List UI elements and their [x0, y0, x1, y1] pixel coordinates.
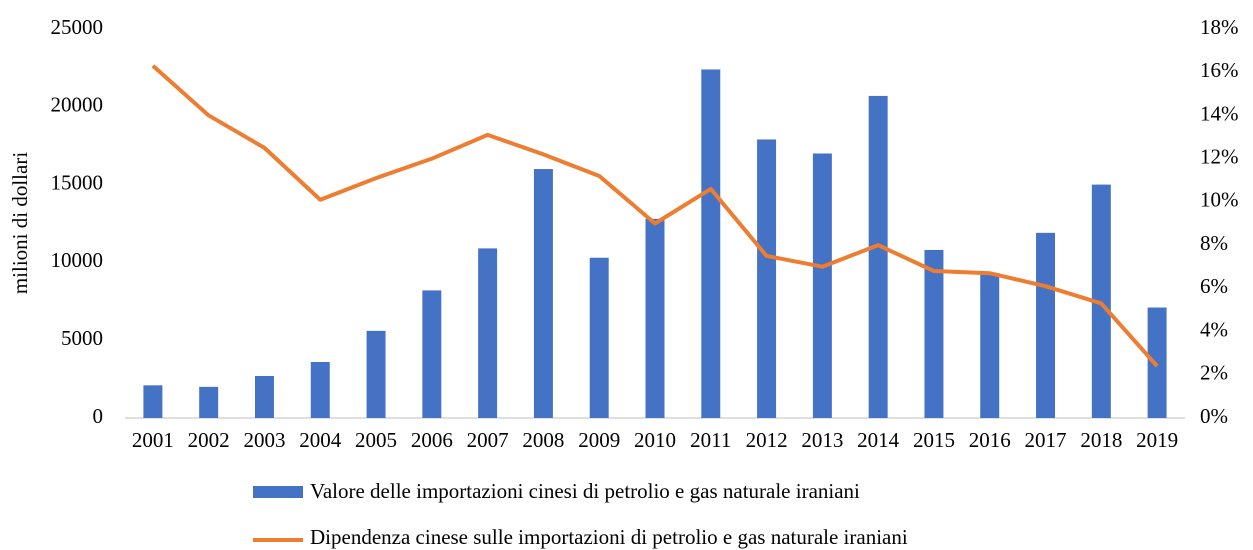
y2-tick-label: 2%	[1200, 361, 1228, 385]
bar	[589, 257, 609, 418]
x-tick-label: 2008	[522, 428, 564, 452]
x-tick-label: 2009	[578, 428, 620, 452]
line	[151, 64, 1159, 368]
x-tick-label: 2010	[634, 428, 676, 452]
x-tick-label: 2015	[913, 428, 955, 452]
bar	[1036, 232, 1056, 418]
bar	[254, 375, 274, 418]
x-tick-label: 2018	[1080, 428, 1122, 452]
legend-swatch	[253, 486, 303, 498]
legend-label: Valore delle importazioni cinesi di petr…	[310, 479, 860, 503]
y2-tick-label: 10%	[1200, 188, 1239, 212]
bar	[812, 153, 832, 419]
y-axis-label: milioni di dollari	[8, 152, 32, 294]
y-tick-label: 15000	[51, 170, 104, 194]
bar	[980, 273, 1000, 418]
y2-tick-label: 8%	[1200, 231, 1228, 255]
x-tick-label: 2011	[690, 428, 731, 452]
bar	[422, 290, 442, 418]
x-tick-label: 2019	[1136, 428, 1178, 452]
y-tick-label: 0	[93, 404, 104, 428]
x-tick-label: 2012	[746, 428, 788, 452]
x-tick-label: 2006	[411, 428, 453, 452]
x-tick-label: 2002	[188, 428, 230, 452]
x-tick-label: 2001	[132, 428, 174, 452]
y2-tick-label: 6%	[1200, 274, 1228, 298]
y2-tick-label: 14%	[1200, 101, 1239, 125]
y2-tick-label: 12%	[1200, 144, 1239, 168]
bar	[533, 169, 553, 418]
bar	[199, 386, 219, 418]
x-tick-label: 2017	[1025, 428, 1067, 452]
legend-label: Dipendenza cinese sulle importazioni di …	[310, 525, 908, 549]
x-tick-label: 2007	[467, 428, 509, 452]
bar	[645, 218, 665, 418]
y2-tick-label: 16%	[1200, 58, 1239, 82]
bar	[868, 95, 888, 419]
bar	[143, 385, 163, 418]
bar	[701, 69, 721, 419]
y2-tick-label: 4%	[1200, 317, 1228, 341]
x-tick-label: 2004	[299, 428, 342, 452]
y-tick-label: 5000	[61, 326, 103, 350]
x-tick-label: 2014	[857, 428, 900, 452]
bar	[1147, 307, 1167, 418]
x-tick-label: 2016	[969, 428, 1011, 452]
bar	[1091, 184, 1111, 418]
bar	[924, 249, 944, 418]
bar	[478, 248, 498, 418]
y2-tick-label: 18%	[1200, 15, 1239, 39]
y2-tick-label: 0%	[1200, 404, 1228, 428]
bar	[366, 330, 386, 418]
x-tick-label: 2003	[243, 428, 285, 452]
bar	[757, 139, 777, 418]
y-tick-label: 20000	[51, 93, 104, 117]
y-tick-label: 25000	[51, 15, 104, 39]
y-tick-label: 10000	[51, 248, 104, 272]
bar	[310, 361, 330, 418]
x-tick-label: 2005	[355, 428, 397, 452]
x-tick-label: 2013	[801, 428, 843, 452]
